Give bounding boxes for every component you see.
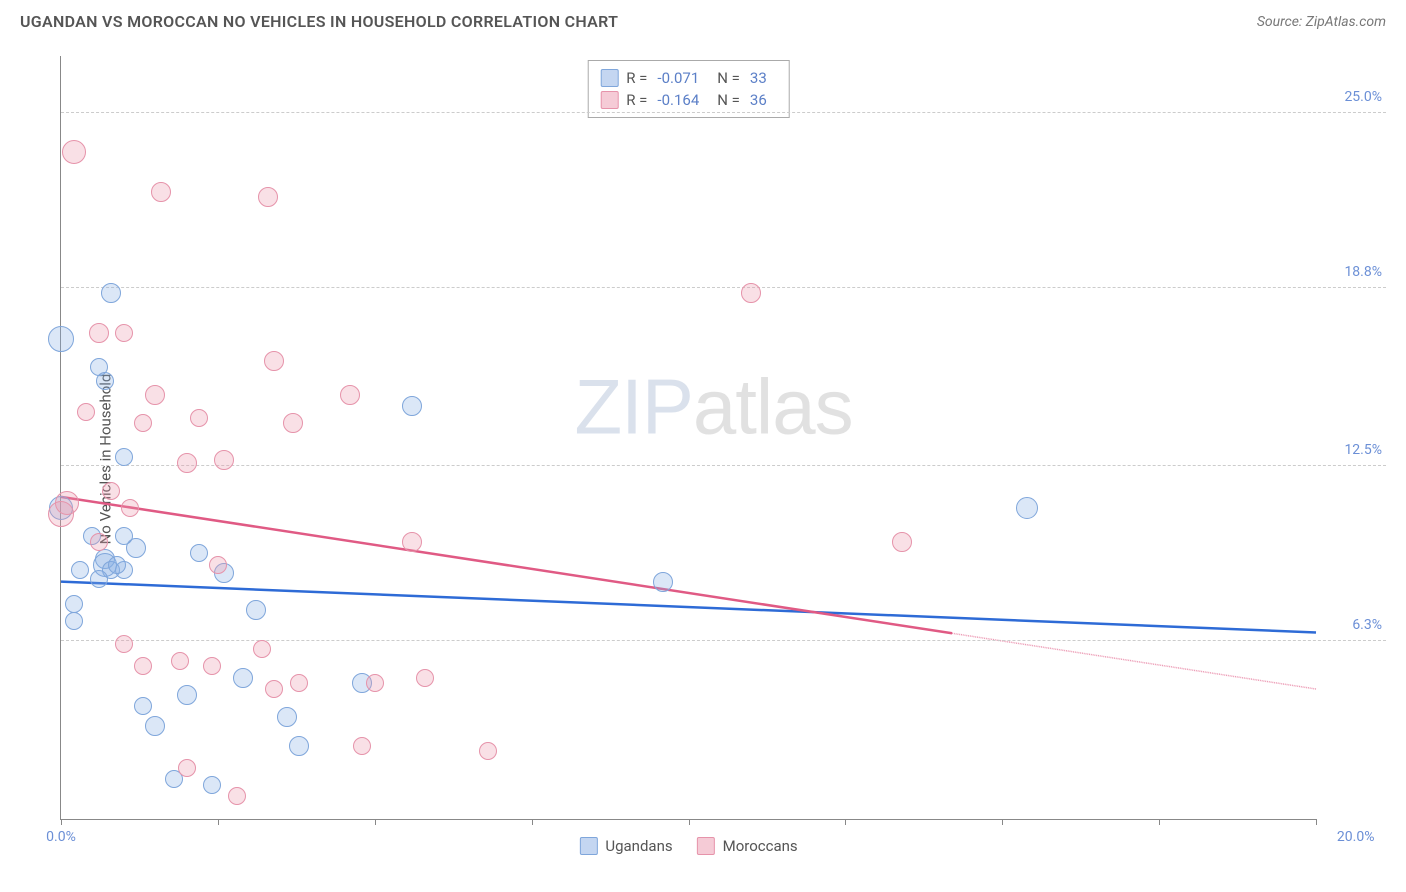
data-point-ugandans bbox=[115, 527, 133, 545]
swatch-ugandans bbox=[600, 69, 618, 87]
data-point-moroccans bbox=[62, 140, 86, 164]
x-tick bbox=[1316, 819, 1317, 825]
data-point-moroccans bbox=[151, 182, 171, 202]
x-tick bbox=[1002, 819, 1003, 825]
y-tick-label: 25.0% bbox=[1344, 89, 1382, 105]
data-point-ugandans bbox=[402, 396, 422, 416]
data-point-moroccans bbox=[290, 674, 308, 692]
swatch-moroccans bbox=[600, 91, 618, 109]
data-point-ugandans bbox=[289, 736, 309, 756]
legend-row-ugandans: R = -0.071 N = 33 bbox=[600, 67, 777, 89]
data-point-ugandans bbox=[115, 448, 133, 466]
data-point-ugandans bbox=[190, 544, 208, 562]
data-point-moroccans bbox=[89, 323, 109, 343]
data-point-moroccans bbox=[402, 532, 422, 552]
data-point-moroccans bbox=[366, 674, 384, 692]
data-point-moroccans bbox=[258, 187, 278, 207]
data-point-moroccans bbox=[416, 669, 434, 687]
legend-row-moroccans: R = -0.164 N = 36 bbox=[600, 89, 777, 111]
gridline bbox=[61, 112, 1386, 113]
x-tick-label: 0.0% bbox=[46, 829, 76, 845]
data-point-ugandans bbox=[96, 372, 114, 390]
data-point-moroccans bbox=[265, 680, 283, 698]
data-point-moroccans bbox=[203, 657, 221, 675]
legend-item-ugandans: Ugandans bbox=[579, 837, 672, 855]
data-point-ugandans bbox=[653, 572, 673, 592]
data-point-moroccans bbox=[134, 414, 152, 432]
data-point-ugandans bbox=[65, 612, 83, 630]
data-point-moroccans bbox=[177, 453, 197, 473]
chart-area: No Vehicles in Household ZIPatlas R = -0… bbox=[48, 56, 1386, 862]
data-point-moroccans bbox=[283, 413, 303, 433]
data-point-ugandans bbox=[65, 595, 83, 613]
data-point-moroccans bbox=[145, 385, 165, 405]
data-point-ugandans bbox=[134, 697, 152, 715]
series-legend: Ugandans Moroccans bbox=[579, 837, 797, 855]
data-point-moroccans bbox=[214, 450, 234, 470]
data-point-moroccans bbox=[48, 501, 74, 527]
data-point-moroccans bbox=[741, 283, 761, 303]
data-point-moroccans bbox=[228, 787, 246, 805]
y-tick-label: 12.5% bbox=[1344, 442, 1382, 458]
data-point-ugandans bbox=[101, 283, 121, 303]
y-tick-label: 6.3% bbox=[1352, 617, 1382, 633]
data-point-moroccans bbox=[90, 533, 108, 551]
x-tick bbox=[61, 819, 62, 825]
swatch-ugandans bbox=[579, 837, 597, 855]
trend-lines bbox=[61, 56, 1316, 819]
data-point-ugandans bbox=[71, 561, 89, 579]
x-tick bbox=[1159, 819, 1160, 825]
data-point-moroccans bbox=[353, 737, 371, 755]
gridline bbox=[61, 287, 1386, 288]
data-point-ugandans bbox=[246, 600, 266, 620]
data-point-moroccans bbox=[77, 403, 95, 421]
legend-item-moroccans: Moroccans bbox=[697, 837, 798, 855]
x-tick-label: 20.0% bbox=[1337, 829, 1375, 845]
swatch-moroccans bbox=[697, 837, 715, 855]
data-point-moroccans bbox=[892, 532, 912, 552]
data-point-moroccans bbox=[264, 351, 284, 371]
data-point-ugandans bbox=[108, 556, 126, 574]
y-tick-label: 18.8% bbox=[1344, 264, 1382, 280]
chart-source: Source: ZipAtlas.com bbox=[1257, 14, 1386, 30]
data-point-moroccans bbox=[178, 759, 196, 777]
data-point-ugandans bbox=[90, 570, 108, 588]
x-tick bbox=[845, 819, 846, 825]
data-point-moroccans bbox=[134, 657, 152, 675]
plot-region: ZIPatlas R = -0.071 N = 33 R = -0.164 N … bbox=[60, 56, 1316, 820]
data-point-moroccans bbox=[171, 652, 189, 670]
correlation-legend: R = -0.071 N = 33 R = -0.164 N = 36 bbox=[587, 60, 790, 118]
data-point-moroccans bbox=[340, 385, 360, 405]
gridline bbox=[61, 465, 1386, 466]
x-tick bbox=[532, 819, 533, 825]
data-point-moroccans bbox=[209, 556, 227, 574]
data-point-moroccans bbox=[121, 499, 139, 517]
data-point-moroccans bbox=[115, 324, 133, 342]
data-point-ugandans bbox=[177, 685, 197, 705]
data-point-ugandans bbox=[1016, 497, 1038, 519]
data-point-moroccans bbox=[479, 742, 497, 760]
data-point-ugandans bbox=[203, 776, 221, 794]
data-point-moroccans bbox=[253, 640, 271, 658]
x-tick bbox=[375, 819, 376, 825]
x-tick bbox=[218, 819, 219, 825]
data-point-ugandans bbox=[145, 716, 165, 736]
data-point-moroccans bbox=[102, 482, 120, 500]
data-point-ugandans bbox=[277, 707, 297, 727]
data-point-moroccans bbox=[190, 409, 208, 427]
data-point-ugandans bbox=[48, 326, 74, 352]
chart-header: UGANDAN VS MOROCCAN NO VEHICLES IN HOUSE… bbox=[0, 0, 1406, 39]
data-point-moroccans bbox=[115, 635, 133, 653]
x-tick bbox=[689, 819, 690, 825]
data-point-ugandans bbox=[233, 668, 253, 688]
chart-title: UGANDAN VS MOROCCAN NO VEHICLES IN HOUSE… bbox=[20, 12, 618, 31]
